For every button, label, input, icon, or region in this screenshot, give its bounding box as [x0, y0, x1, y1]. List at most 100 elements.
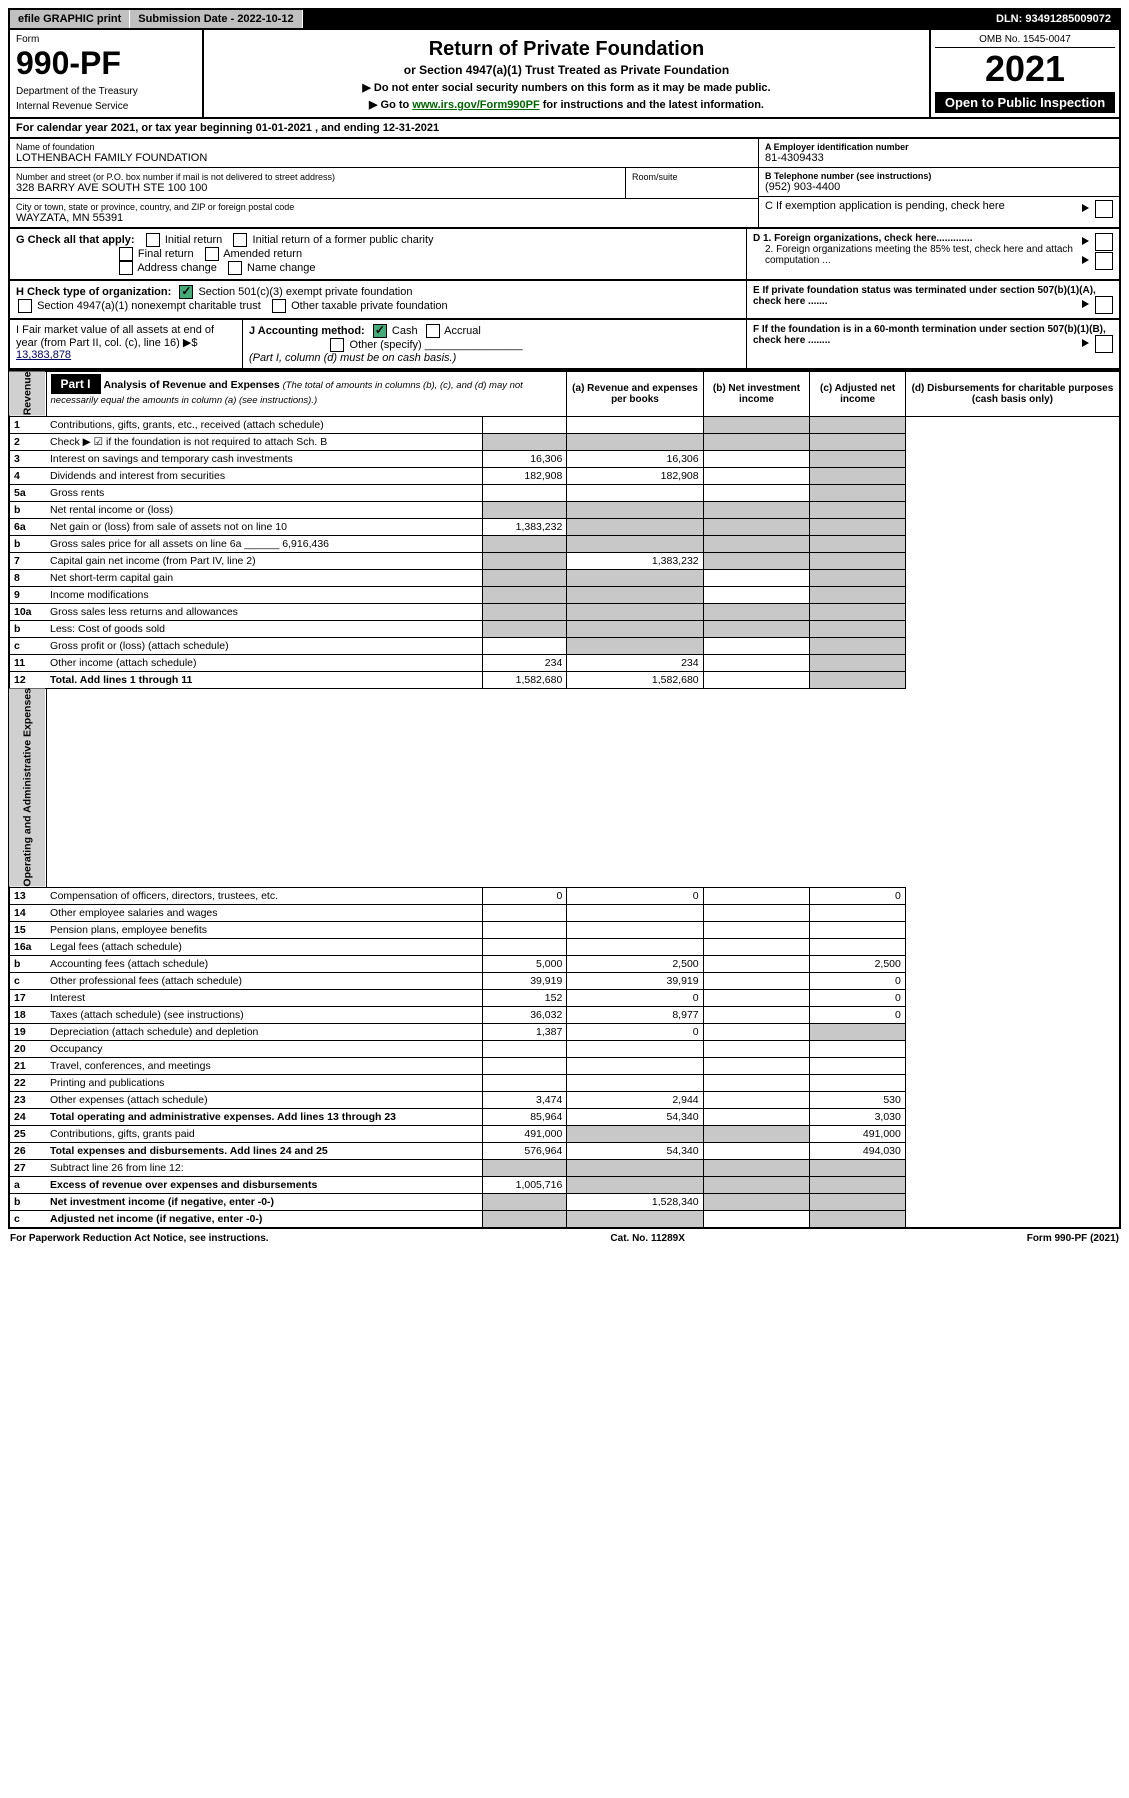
line-number: 12 — [9, 671, 46, 688]
line-description: Occupancy — [46, 1041, 482, 1058]
cell-a — [482, 501, 567, 518]
table-row: 3Interest on savings and temporary cash … — [9, 450, 1120, 467]
irs-link[interactable]: www.irs.gov/Form990PF — [412, 99, 539, 111]
amended-checkbox[interactable] — [205, 247, 219, 261]
cell-d: 491,000 — [810, 1126, 905, 1143]
cell-a — [482, 535, 567, 552]
table-row: 2Check ▶ ☑ if the foundation is not requ… — [9, 433, 1120, 450]
cell-d — [810, 501, 905, 518]
cell-c — [703, 467, 810, 484]
instruction-ssn: ▶ Do not enter social security numbers o… — [210, 81, 923, 94]
line-number: 15 — [9, 922, 46, 939]
line-number: 13 — [9, 888, 46, 905]
table-row: 10aGross sales less returns and allowanc… — [9, 603, 1120, 620]
cell-d: 0 — [810, 990, 905, 1007]
line-description: Capital gain net income (from Part IV, l… — [46, 552, 482, 569]
table-row: 19Depreciation (attach schedule) and dep… — [9, 1024, 1120, 1041]
cell-c — [703, 586, 810, 603]
cell-c — [703, 1194, 810, 1211]
table-row: 14Other employee salaries and wages — [9, 905, 1120, 922]
accrual-label: Accrual — [444, 325, 481, 337]
table-row: 24Total operating and administrative exp… — [9, 1109, 1120, 1126]
cell-c — [703, 922, 810, 939]
arrow-icon — [1082, 256, 1089, 264]
table-row: 26Total expenses and disbursements. Add … — [9, 1143, 1120, 1160]
cell-a — [482, 569, 567, 586]
line-number: 5a — [9, 484, 46, 501]
cell-a: 36,032 — [482, 1007, 567, 1024]
table-row: cAdjusted net income (if negative, enter… — [9, 1211, 1120, 1229]
f-checkbox[interactable] — [1095, 335, 1113, 353]
table-row: 22Printing and publications — [9, 1075, 1120, 1092]
cell-d — [810, 1211, 905, 1229]
name-change-checkbox[interactable] — [228, 261, 242, 275]
foundation-info: Name of foundation LOTHENBACH FAMILY FOU… — [8, 139, 1121, 229]
h-label: H Check type of organization: — [16, 286, 171, 298]
cell-c — [703, 939, 810, 956]
cell-c — [703, 888, 810, 905]
4947a1-checkbox[interactable] — [18, 299, 32, 313]
room-label: Room/suite — [632, 172, 752, 182]
c-checkbox[interactable] — [1095, 200, 1113, 218]
d2-checkbox[interactable] — [1095, 252, 1113, 270]
line-description: Other employee salaries and wages — [46, 905, 482, 922]
cell-b: 0 — [567, 990, 703, 1007]
line-number: 10a — [9, 603, 46, 620]
cell-c — [703, 1058, 810, 1075]
cell-a: 1,387 — [482, 1024, 567, 1041]
cell-d: 0 — [810, 1007, 905, 1024]
d1-checkbox[interactable] — [1095, 233, 1113, 251]
accrual-checkbox[interactable] — [426, 324, 440, 338]
cell-a: 1,582,680 — [482, 671, 567, 688]
table-row: bNet investment income (if negative, ent… — [9, 1194, 1120, 1211]
cell-d — [810, 1194, 905, 1211]
cell-d — [810, 569, 905, 586]
cell-d — [810, 620, 905, 637]
final-return-checkbox[interactable] — [119, 247, 133, 261]
other-taxable-checkbox[interactable] — [272, 299, 286, 313]
name-label: Name of foundation — [16, 142, 752, 152]
table-row: bNet rental income or (loss) — [9, 501, 1120, 518]
table-row: bAccounting fees (attach schedule)5,0002… — [9, 956, 1120, 973]
4947a1-label: Section 4947(a)(1) nonexempt charitable … — [37, 300, 261, 312]
city-label: City or town, state or province, country… — [16, 202, 752, 212]
cell-b: 1,528,340 — [567, 1194, 703, 1211]
cell-d — [810, 637, 905, 654]
table-row: 7Capital gain net income (from Part IV, … — [9, 552, 1120, 569]
address-label: Number and street (or P.O. box number if… — [16, 172, 619, 182]
name-change-label: Name change — [247, 262, 316, 274]
table-row: cGross profit or (loss) (attach schedule… — [9, 637, 1120, 654]
cell-a — [482, 1075, 567, 1092]
cell-a: 39,919 — [482, 973, 567, 990]
dln-number: DLN: 93491285009072 — [988, 10, 1119, 28]
cell-b: 1,582,680 — [567, 671, 703, 688]
cell-a — [482, 603, 567, 620]
line-description: Depreciation (attach schedule) and deple… — [46, 1024, 482, 1041]
line-number: 22 — [9, 1075, 46, 1092]
other-method-checkbox[interactable] — [330, 338, 344, 352]
initial-former-checkbox[interactable] — [233, 233, 247, 247]
col-d-header: (d) Disbursements for charitable purpose… — [905, 371, 1120, 416]
line-description: Interest on savings and temporary cash i… — [46, 450, 482, 467]
cell-b — [567, 1041, 703, 1058]
cell-b — [567, 603, 703, 620]
cell-c — [703, 973, 810, 990]
cash-label: Cash — [392, 325, 418, 337]
initial-return-checkbox[interactable] — [146, 233, 160, 247]
line-number: 16a — [9, 939, 46, 956]
e-checkbox[interactable] — [1095, 296, 1113, 314]
final-return-label: Final return — [138, 248, 194, 260]
line-number: 19 — [9, 1024, 46, 1041]
line-number: 1 — [9, 416, 46, 433]
calendar-year-row: For calendar year 2021, or tax year begi… — [8, 119, 1121, 139]
efile-print-label: efile GRAPHIC print — [10, 10, 130, 28]
cash-checkbox[interactable] — [373, 324, 387, 338]
address-change-checkbox[interactable] — [119, 261, 133, 275]
line-description: Net rental income or (loss) — [46, 501, 482, 518]
501c3-checkbox[interactable] — [179, 285, 193, 299]
col-b-header: (b) Net investment income — [703, 371, 810, 416]
table-row: 8Net short-term capital gain — [9, 569, 1120, 586]
col-a-header: (a) Revenue and expenses per books — [567, 371, 703, 416]
cell-d — [810, 671, 905, 688]
line-description: Dividends and interest from securities — [46, 467, 482, 484]
